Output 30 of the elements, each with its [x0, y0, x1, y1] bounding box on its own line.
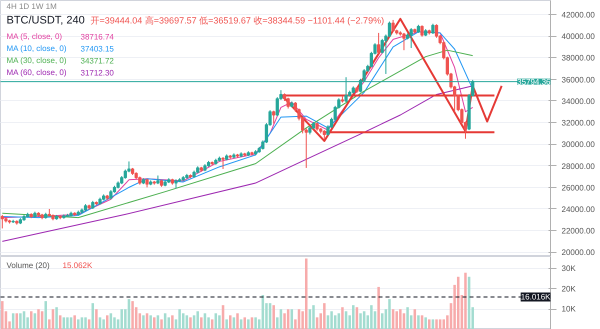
y-tick-label: 28000.00 [562, 162, 596, 171]
y-tick-label: 20K [562, 284, 576, 294]
annotation: 37403.15 [80, 44, 114, 54]
annotation: 15.062K [62, 261, 93, 270]
y-tick-label: 24000.00 [562, 204, 596, 214]
y-tick-label: 34000.00 [562, 96, 596, 106]
annotation: 38716.74 [80, 32, 114, 42]
ref-line-label: 16.016K [520, 292, 552, 302]
text: BTC/USDT, 240 [6, 14, 85, 26]
y-tick-label: 10K [562, 304, 576, 314]
text: MA (5, close, 0) [6, 32, 62, 41]
text: Volume (20) [6, 261, 50, 270]
y-tick-label: 38000.00 [562, 54, 596, 63]
annotation: 34371.72 [80, 56, 114, 66]
ref-line-label: 35794.36 [517, 78, 552, 87]
y-tick-label: 20000.00 [562, 248, 596, 258]
text: MA (60, close, 0) [6, 68, 67, 77]
y-tick-label: 26000.00 [562, 183, 596, 192]
y-tick-label: 36000.00 [562, 75, 596, 84]
y-tick-label: 30000.00 [562, 140, 596, 150]
y-tick-label: 22000.00 [562, 226, 596, 236]
annotation: 开=39444.04 高=39697.57 低=36519.67 收=38344.59 −1101.44 (−2.79%) [90, 16, 384, 26]
y-tick-label: 40000.00 [562, 32, 596, 42]
text: MA (30, close, 0) [6, 56, 67, 65]
y-tick-label: 30K [562, 264, 576, 274]
annotation: 4H 1D 1W 1M [6, 2, 58, 11]
y-tick-label: 42000.00 [562, 10, 596, 20]
y-tick-label: 32000.00 [562, 118, 596, 128]
text: MA (10, close, 0) [6, 44, 67, 53]
annotation: 31712.30 [80, 68, 114, 78]
